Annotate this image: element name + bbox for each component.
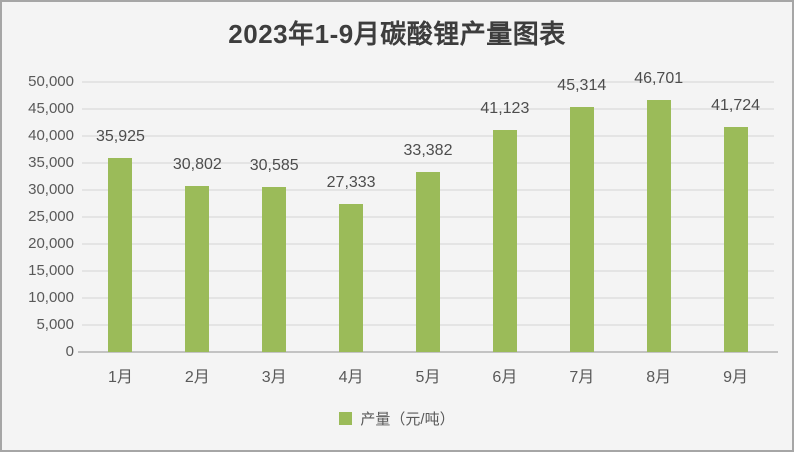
gridline [82,162,774,164]
bar-value-label: 27,333 [326,174,376,191]
x-tick-label: 2月 [184,369,210,386]
bar-value-label: 33,382 [403,142,453,159]
gridline [82,135,774,137]
legend: 产量（元/吨） [2,408,792,429]
y-tick-label: 25,000 [28,208,74,225]
y-tick-label: 40,000 [28,127,74,144]
bar-value-label: 41,123 [480,100,530,117]
x-tick-label: 1月 [107,369,133,386]
bar-value-label: 30,585 [249,157,299,174]
gridline [82,108,774,110]
bar-value-label: 30,802 [172,156,222,173]
x-tick-label: 3月 [261,369,287,386]
x-tick-label: 7月 [569,369,595,386]
x-tick-label: 4月 [338,369,364,386]
bar-value-label: 35,925 [95,128,145,145]
y-tick-label: 50,000 [28,73,74,90]
legend-swatch-icon [339,412,353,425]
bar [569,107,594,352]
bar-value-label: 45,314 [557,77,607,94]
gridline [82,81,774,83]
y-tick-label: 30,000 [28,181,74,198]
bar-value-label: 46,701 [634,70,684,87]
bar [339,204,364,352]
x-tick-label: 5月 [415,369,441,386]
bar [723,127,748,352]
x-tick-label: 6月 [492,369,518,386]
x-tick-label: 8月 [646,369,672,386]
bar [185,186,210,352]
y-tick-label: 35,000 [28,154,74,171]
y-tick-label: 0 [65,343,74,360]
x-tick-label: 9月 [723,369,748,386]
bar [262,187,287,352]
bar [108,158,133,352]
bar-value-label: 41,724 [711,97,761,114]
bar [492,130,517,352]
y-tick-label: 15,000 [28,262,74,279]
legend-label: 产量（元/吨） [360,411,455,428]
chart-title: 2023年1-9月碳酸锂产量图表 [228,19,566,49]
y-tick-label: 45,000 [28,100,74,117]
y-tick-label: 20,000 [28,235,74,252]
bar [646,100,671,352]
x-axis-line [78,351,778,353]
y-tick-label: 5,000 [36,316,74,333]
y-tick-label: 10,000 [28,289,74,306]
bar [416,172,440,352]
